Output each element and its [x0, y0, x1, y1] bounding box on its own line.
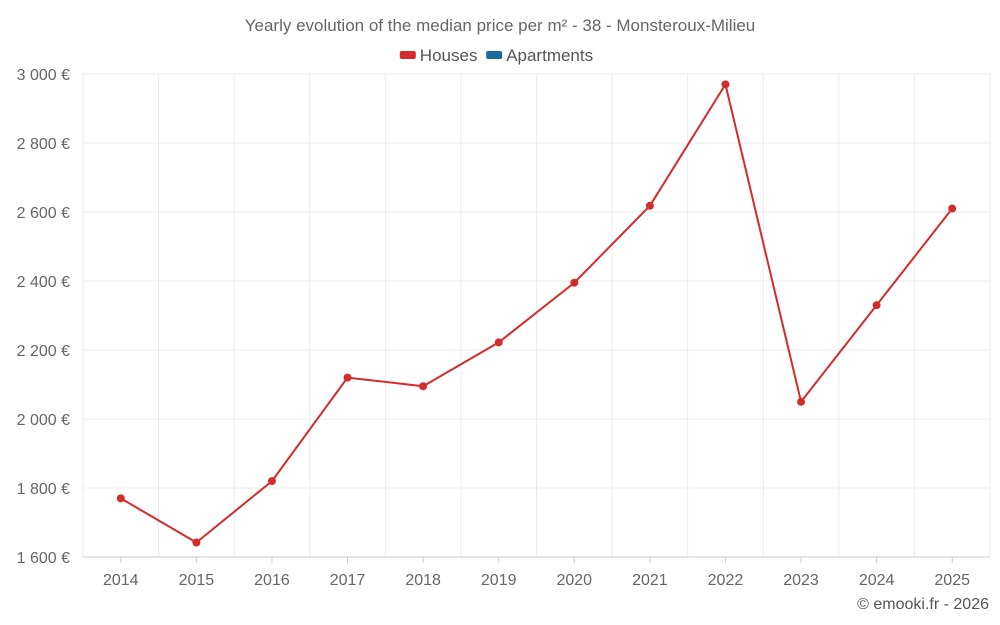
data-point[interactable] [948, 204, 957, 213]
x-tick-label: 2022 [708, 572, 744, 589]
legend-swatch [486, 51, 503, 59]
x-tick-label: 2018 [405, 572, 441, 589]
data-point[interactable] [116, 494, 125, 503]
legend-swatch [399, 51, 416, 59]
x-tick-label: 2016 [254, 572, 290, 589]
x-tick-label: 2015 [179, 572, 215, 589]
data-point[interactable] [721, 80, 730, 89]
y-tick-label: 1 600 € [17, 550, 70, 567]
data-point[interactable] [192, 538, 201, 547]
data-point[interactable] [267, 477, 276, 486]
y-tick-label: 3 000 € [17, 67, 70, 84]
y-tick-label: 2 400 € [17, 274, 70, 291]
x-tick-label: 2017 [330, 572, 366, 589]
legend-label: Houses [420, 46, 478, 65]
series-layer [116, 80, 957, 547]
x-tick-label: 2023 [783, 572, 819, 589]
legend-item-apartments[interactable]: Apartments [486, 46, 593, 65]
x-tick-label: 2019 [481, 572, 517, 589]
y-tick-label: 1 800 € [17, 481, 70, 498]
legend-item-houses[interactable]: Houses [399, 46, 478, 65]
x-tick-label: 2025 [934, 572, 970, 589]
credit-text: © emooki.fr - 2026 [857, 596, 989, 613]
x-tick-label: 2024 [859, 572, 895, 589]
x-tick-label: 2020 [556, 572, 592, 589]
x-tick-label: 2014 [103, 572, 139, 589]
data-point[interactable] [570, 278, 579, 287]
y-tick-label: 2 000 € [17, 412, 70, 429]
data-point[interactable] [872, 301, 881, 310]
y-tick-label: 2 600 € [17, 205, 70, 222]
chart-title: Yearly evolution of the median price per… [245, 16, 756, 35]
axes: 1 600 € 1 800 € 2 000 € 2 200 € 2 400 € 2 600… [17, 67, 990, 589]
data-point[interactable] [645, 201, 654, 210]
y-tick-label: 2 800 € [17, 136, 70, 153]
legend-label: Apartments [506, 46, 593, 65]
legend[interactable]: Houses Apartments [399, 46, 593, 65]
grid [82, 73, 991, 557]
series-line-houses [120, 83, 953, 544]
data-point[interactable] [797, 397, 806, 406]
data-point[interactable] [419, 382, 428, 391]
data-point[interactable] [494, 338, 503, 347]
x-tick-label: 2021 [632, 572, 668, 589]
data-point[interactable] [343, 373, 352, 382]
y-tick-label: 2 200 € [17, 343, 70, 360]
